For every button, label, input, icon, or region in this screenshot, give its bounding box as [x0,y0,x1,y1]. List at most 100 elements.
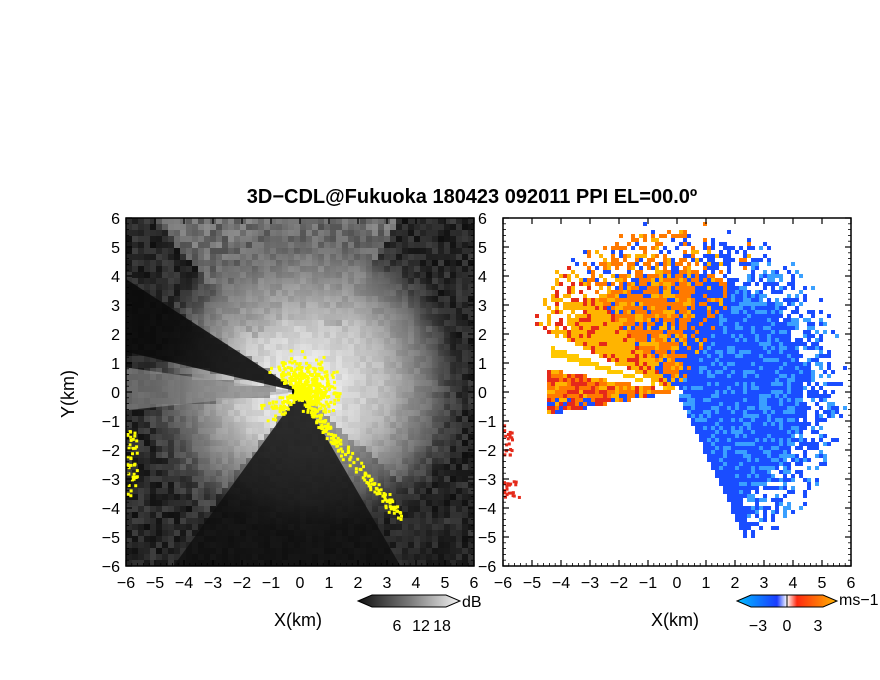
reflectivity-cell [420,536,426,542]
saturated-pixel [306,398,310,402]
reflectivity-cell [192,494,198,500]
reflectivity-cell [156,290,162,296]
velocity-cell [727,314,731,318]
reflectivity-cell [150,476,156,482]
velocity-cell [547,314,551,318]
saturated-pixel [341,458,345,462]
reflectivity-cell [156,440,162,446]
velocity-cell [547,306,551,310]
velocity-cell [655,298,659,302]
saturated-pixel [309,411,313,415]
velocity-cell [739,286,743,290]
reflectivity-cell [186,224,192,230]
velocity-cell [607,286,611,290]
reflectivity-cell [408,512,414,518]
velocity-cell [691,290,695,294]
saturated-pixel [292,398,296,402]
reflectivity-cell [156,482,162,488]
velocity-cell [575,262,579,266]
velocity-cell [663,266,667,270]
saturated-pixel [297,377,301,381]
reflectivity-cell [168,464,174,470]
velocity-cell [583,278,587,282]
saturated-pixel [288,380,292,384]
saturated-pixel [319,415,323,419]
velocity-cell [719,286,723,290]
reflectivity-cell [444,236,450,242]
reflectivity-cell [180,260,186,266]
reflectivity-cell [456,482,462,488]
reflectivity-cell [450,506,456,512]
reflectivity-cell [432,218,438,224]
reflectivity-cell [168,536,174,542]
reflectivity-cell [354,224,360,230]
reflectivity-cell [150,260,156,266]
velocity-cell [603,246,607,250]
reflectivity-cell [432,260,438,266]
velocity-cell [595,298,599,302]
reflectivity-cell [426,494,432,500]
velocity-cell [687,282,691,286]
reflectivity-cell [468,356,474,362]
reflectivity-cell [252,218,258,224]
velocity-cell [687,302,691,306]
velocity-cell [603,258,607,262]
velocity-cell [603,282,607,286]
velocity-cell [663,310,667,314]
reflectivity-cell [432,488,438,494]
saturated-pixel [321,431,325,435]
reflectivity-cell [156,536,162,542]
reflectivity-cell [138,422,144,428]
velocity-cell [559,282,563,286]
velocity-cell [563,274,567,278]
velocity-cell [623,298,627,302]
reflectivity-cell [456,446,462,452]
velocity-cell [787,270,791,274]
velocity-cell [735,250,739,254]
velocity-cell [691,294,695,298]
velocity-cell [663,246,667,250]
velocity-cell [755,310,759,314]
velocity-cell [747,238,751,242]
saturated-pixel [387,510,391,514]
reflectivity-cell [186,260,192,266]
velocity-cell [639,314,643,318]
velocity-cell [619,262,623,266]
reflectivity-cell [174,518,180,524]
velocity-cell [703,302,707,306]
reflectivity-cell [132,542,138,548]
velocity-cell [671,266,675,270]
velocity-cell [587,254,591,258]
velocity-cell [671,314,675,318]
reflectivity-cell [432,518,438,524]
velocity-cell [655,278,659,282]
reflectivity-cell [450,464,456,470]
velocity-cell [571,258,575,262]
velocity-cell [647,290,651,294]
saturated-pixel [320,384,324,388]
velocity-cell [715,314,719,318]
reflectivity-cell [192,530,198,536]
velocity-cell [779,286,783,290]
reflectivity-cell [426,248,432,254]
velocity-cell [703,266,707,270]
velocity-cell [799,314,803,318]
reflectivity-cell [432,554,438,560]
velocity-cell [775,290,779,294]
reflectivity-cell [180,242,186,248]
saturated-pixel [283,367,287,371]
velocity-cell [767,318,771,322]
reflectivity-cell [258,218,264,224]
reflectivity-cell [456,518,462,524]
velocity-cell [619,314,623,318]
reflectivity-cell [402,548,408,554]
reflectivity-cell [468,272,474,278]
reflectivity-cell [126,554,132,560]
reflectivity-cell [258,224,264,230]
velocity-cell [599,274,603,278]
velocity-cell [663,290,667,294]
velocity-cell [683,274,687,278]
velocity-cell [619,274,623,278]
velocity-cell [615,286,619,290]
reflectivity-cell [426,542,432,548]
